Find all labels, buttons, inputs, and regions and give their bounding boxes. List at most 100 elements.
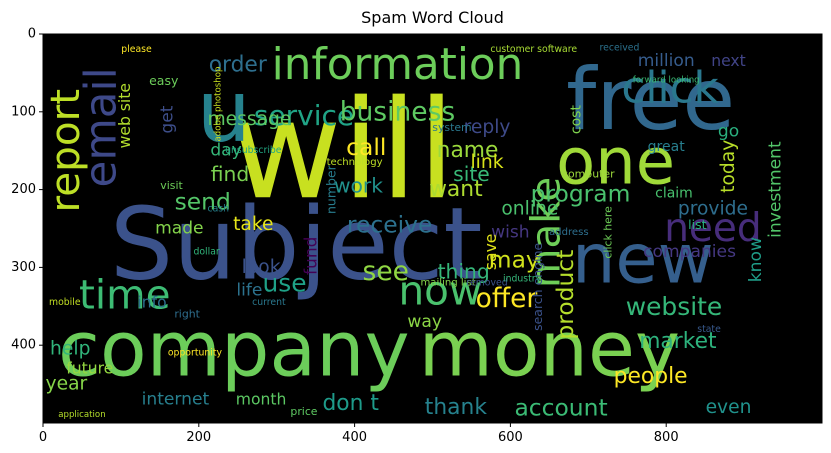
word-cash: cash	[208, 204, 230, 215]
word-made: made	[155, 219, 204, 239]
word-technology: technology	[327, 157, 383, 168]
y-tick-label: 400	[11, 338, 36, 353]
word-call: call	[346, 133, 386, 161]
word-address: address	[549, 227, 589, 238]
word-need: need	[664, 206, 761, 251]
word-claim: claim	[655, 185, 693, 201]
word-even: even	[706, 397, 752, 418]
word-forward-looking: forward looking	[633, 76, 700, 86]
word-easy: easy	[149, 73, 179, 88]
word-get: get	[158, 105, 178, 133]
x-tick-label: 800	[654, 430, 679, 445]
word-make: make	[521, 177, 569, 288]
x-tick-label: 400	[342, 430, 367, 445]
y-tick-label: 300	[11, 260, 36, 275]
word-message: message	[207, 109, 291, 130]
word-free: free	[566, 50, 735, 150]
word-right: right	[174, 308, 200, 321]
word-program: program	[531, 179, 631, 207]
word-information: information	[272, 40, 524, 90]
word-great: great	[648, 139, 686, 155]
word-people: people	[614, 364, 688, 389]
word-customer-software: customer software	[490, 44, 577, 55]
word-search-engine: search engine	[530, 242, 545, 330]
word-market: market	[639, 329, 717, 354]
word-industry: industry	[503, 274, 542, 285]
word-adobe-photoshop: adobe photoshop	[213, 67, 223, 142]
word-will: will	[230, 71, 455, 230]
word-use: use	[262, 268, 306, 297]
word-next: next	[711, 52, 746, 70]
word-take: take	[233, 214, 273, 235]
word-click: click	[621, 63, 719, 113]
word-day: day	[210, 141, 241, 161]
word-year: year	[46, 374, 88, 395]
word-link: link	[470, 152, 503, 173]
word-product: product	[551, 250, 579, 340]
x-axis: 0 200 400 600 800	[39, 423, 679, 445]
x-tick-label: 600	[498, 430, 523, 445]
word-save: save	[482, 234, 500, 271]
word-internet: internet	[142, 390, 210, 410]
word-report: report	[41, 89, 89, 213]
word-subject: Subject	[110, 186, 483, 303]
word-thank: thank	[425, 395, 488, 420]
word-today: today	[718, 140, 739, 193]
word-look: look	[242, 257, 281, 278]
chart-title: Spam Word Cloud	[361, 8, 504, 27]
word-want: want	[429, 177, 483, 202]
word-fund: fund	[302, 236, 322, 275]
word-companies: companies	[643, 242, 736, 262]
word-now: now	[399, 267, 483, 315]
word-site: site	[453, 162, 490, 186]
word-received: received	[600, 43, 640, 54]
y-tick-label: 0	[28, 27, 36, 42]
word-please: please	[121, 44, 152, 55]
word-online: online	[501, 199, 558, 220]
word-know: know	[746, 237, 766, 282]
word-million: million	[638, 51, 695, 71]
word-see: see	[363, 256, 409, 287]
word-find: find	[211, 162, 250, 186]
word-offer: offer	[476, 283, 538, 314]
word-wish: wish	[491, 222, 529, 242]
word-removed: removed	[466, 277, 507, 288]
word-may: may	[489, 246, 540, 274]
word-mobile: mobile	[49, 297, 81, 308]
y-tick-label: 200	[11, 182, 36, 197]
word-cost: cost	[569, 105, 585, 135]
word-future: future	[66, 360, 113, 378]
word-dollar: dollar	[193, 246, 219, 257]
word-investment: investment	[765, 141, 785, 238]
word-company: company	[58, 305, 410, 394]
word-info: info	[137, 293, 166, 311]
word-order: order	[209, 53, 267, 78]
word-help: help	[50, 339, 90, 360]
word-state: state	[697, 324, 721, 335]
word-unsubscribe: unsubscribe	[225, 145, 282, 156]
word-number: number	[324, 164, 339, 214]
word-price: price	[290, 405, 317, 418]
word-receive: receive	[347, 211, 432, 239]
word-web-site: web site	[116, 83, 134, 148]
word-new: new	[572, 220, 714, 300]
y-tick-label: 100	[11, 104, 36, 119]
word-current: current	[252, 297, 286, 308]
word-business: business	[340, 96, 456, 127]
word-send: send	[175, 187, 231, 215]
word-click-here: click here	[601, 206, 614, 259]
word-opportunity: opportunity	[168, 347, 223, 358]
word-mailing-list: mailing list	[420, 277, 475, 288]
word-money: money	[419, 305, 680, 394]
word-application: application	[58, 410, 105, 420]
word-visit: visit	[160, 179, 183, 192]
word-service: service	[254, 99, 354, 132]
plot-frame	[42, 33, 823, 424]
word-email: email	[76, 67, 126, 187]
word-provide: provide	[678, 199, 748, 220]
word-go: go	[718, 121, 739, 141]
y-axis: 0 100 200 300 400	[11, 27, 43, 353]
x-tick-label: 0	[39, 430, 47, 445]
